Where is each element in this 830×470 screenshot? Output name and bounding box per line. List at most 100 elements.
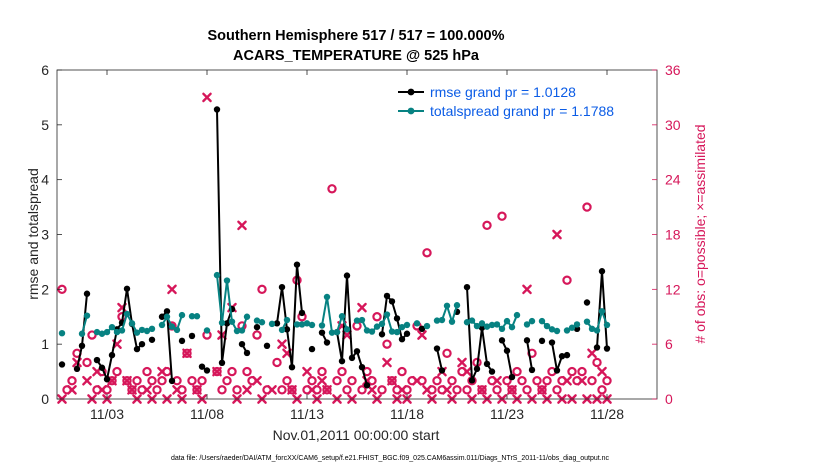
obs-assimilated-marker	[212, 366, 222, 377]
obs-possible-marker	[532, 376, 542, 386]
rmse-point	[223, 320, 231, 327]
obs-assimilated-marker	[287, 385, 297, 395]
obs-possible-marker	[567, 366, 577, 377]
chart-title-line1: Southern Hemisphere 517 / 517 = 100.000%	[207, 28, 504, 44]
rmse-point	[198, 363, 206, 370]
totalspread-point	[353, 317, 361, 324]
obs-possible-marker	[482, 220, 492, 231]
totalspread-point	[598, 308, 606, 315]
obs-assimilated-marker	[492, 375, 502, 386]
obs-assimilated-marker	[522, 284, 532, 295]
rmse-segment	[436, 348, 443, 371]
rmse-point	[73, 365, 81, 373]
rmse-point	[548, 339, 556, 346]
obs-assimilated-marker	[252, 375, 262, 386]
obs-possible-marker	[522, 385, 532, 395]
y-tick-label: 0	[41, 391, 49, 407]
rmse-point	[278, 283, 286, 291]
obs-possible-marker	[147, 376, 157, 386]
obs-possible-marker	[432, 376, 442, 386]
rmse-point	[188, 332, 196, 340]
rmse-point	[603, 345, 611, 352]
y-right-tick-label: 30	[665, 117, 681, 133]
y-tick-label: 2	[41, 281, 49, 297]
rmse-point	[498, 337, 506, 344]
obs-assimilated-marker	[142, 385, 152, 395]
totalspread-point	[563, 327, 571, 334]
obs-possible-marker	[492, 385, 502, 395]
obs-possible-marker	[87, 330, 97, 340]
obs-possible-marker	[477, 385, 487, 395]
totalspread-point	[233, 327, 241, 335]
obs-assimilated-marker	[477, 385, 487, 395]
rmse-point	[98, 364, 106, 371]
totalspread-point	[548, 326, 556, 333]
totalspread-point	[218, 319, 226, 326]
totalspread-point	[573, 321, 581, 328]
obs-possible-marker	[562, 275, 572, 285]
totalspread-point	[528, 317, 536, 325]
totalspread-point	[243, 313, 251, 320]
rmse-point	[133, 345, 141, 353]
rmse-point	[203, 367, 211, 374]
obs-assimilated-marker	[302, 366, 312, 377]
totalspread-point	[523, 321, 531, 328]
totalspread-point	[178, 311, 186, 319]
totalspread-point	[123, 310, 131, 318]
totalspread-point	[93, 328, 101, 336]
obs-possible-marker	[592, 357, 602, 368]
obs-assimilated-marker	[97, 385, 107, 395]
obs-possible-marker	[212, 366, 222, 377]
obs-assimilated-marker	[237, 220, 247, 231]
x-tick-label: 11/18	[390, 406, 424, 422]
obs-assimilated-marker	[267, 385, 277, 395]
obs-possible-marker	[587, 376, 597, 386]
totalspread-point	[508, 323, 516, 331]
obs-possible-marker	[447, 376, 457, 386]
rmse-point	[158, 313, 166, 320]
rmse-point	[168, 377, 176, 385]
totalspread-point	[213, 271, 221, 279]
totalspread-point	[503, 317, 511, 325]
obs-assimilated-marker	[412, 375, 422, 386]
totalspread-point	[388, 328, 396, 335]
totalspread-point	[593, 327, 601, 334]
obs-possible-marker	[322, 385, 332, 395]
totalspread-point	[98, 330, 106, 337]
rmse-point	[508, 373, 516, 381]
rmse-point	[288, 363, 296, 371]
totalspread-point	[463, 319, 471, 326]
rmse-point	[218, 359, 226, 367]
totalspread-point	[278, 326, 286, 334]
obs-possible-marker	[197, 376, 207, 386]
obs-possible-marker	[282, 376, 292, 386]
x-tick-label: 11/28	[590, 406, 624, 422]
obs-assimilated-marker	[122, 375, 132, 386]
totalspread-point	[468, 317, 476, 324]
totalspread-point	[323, 293, 331, 301]
obs-possible-marker	[67, 376, 77, 386]
rmse-point	[563, 351, 571, 359]
rmse-point	[293, 261, 301, 268]
rmse-point	[538, 337, 546, 345]
obs-possible-marker	[222, 376, 232, 386]
obs-possible-marker	[257, 284, 267, 295]
obs-assimilated-marker	[202, 92, 212, 103]
obs-assimilated-marker	[127, 385, 137, 395]
totalspread-point	[238, 327, 246, 334]
obs-assimilated-marker	[507, 385, 517, 395]
obs-possible-marker	[537, 385, 547, 395]
rmse-point	[418, 325, 426, 333]
rmse-point	[308, 345, 316, 353]
rmse-segment	[526, 340, 533, 371]
y-right-tick-label: 36	[665, 62, 681, 78]
obs-possible-marker	[127, 385, 137, 395]
rmse-point	[178, 337, 186, 345]
totalspread-point	[113, 328, 121, 336]
obs-assimilated-marker	[422, 385, 432, 395]
x-tick-label: 11/13	[290, 406, 324, 422]
totalspread-point	[108, 323, 116, 331]
rmse-point	[273, 320, 281, 327]
rmse-segment	[276, 264, 303, 368]
rmse-point	[238, 340, 246, 348]
